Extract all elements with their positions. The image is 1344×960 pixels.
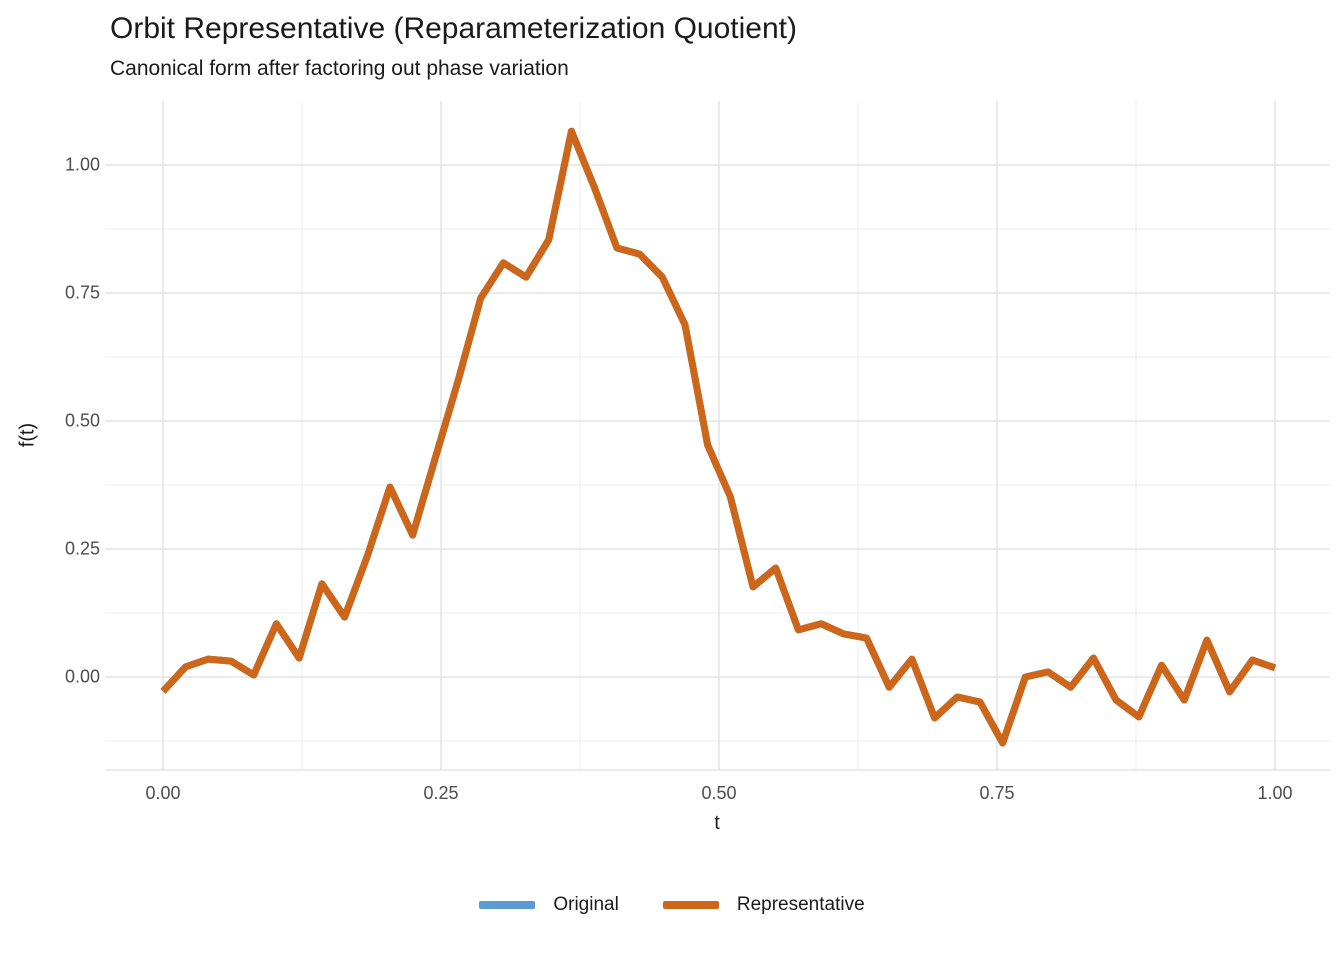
y-tick-label-0.25: 0.25 [64,538,100,559]
legend-item-original: Original [479,894,619,916]
y-tick-label-0.00: 0.00 [64,666,100,687]
x-axis-title: t [714,812,720,834]
legend-label: Original [553,894,619,915]
series-line-representative [160,127,1277,747]
x-tick-label-0.50: 0.50 [701,783,737,803]
legend-key-original [479,901,536,909]
y-tick-label-0.75: 0.75 [64,282,100,303]
chart-subtitle: Canonical form after factoring out phase… [110,57,569,80]
x-tick-label-1.00: 1.00 [1257,783,1293,803]
x-tick-label-0.00: 0.00 [145,783,181,803]
legend-label: Representative [736,894,865,915]
y-tick-label-1.00: 1.00 [64,154,100,175]
legend: Original Representative [0,894,1344,916]
x-tick-label-0.75: 0.75 [979,783,1015,803]
chart-title: Orbit Representative (Reparameterization… [110,12,797,45]
x-tick-label-0.25: 0.25 [423,783,459,803]
legend-key-representative [662,901,719,909]
y-tick-label-0.50: 0.50 [64,410,100,431]
legend-item-representative: Representative [662,894,865,916]
y-axis-title: f(t) [16,422,39,448]
